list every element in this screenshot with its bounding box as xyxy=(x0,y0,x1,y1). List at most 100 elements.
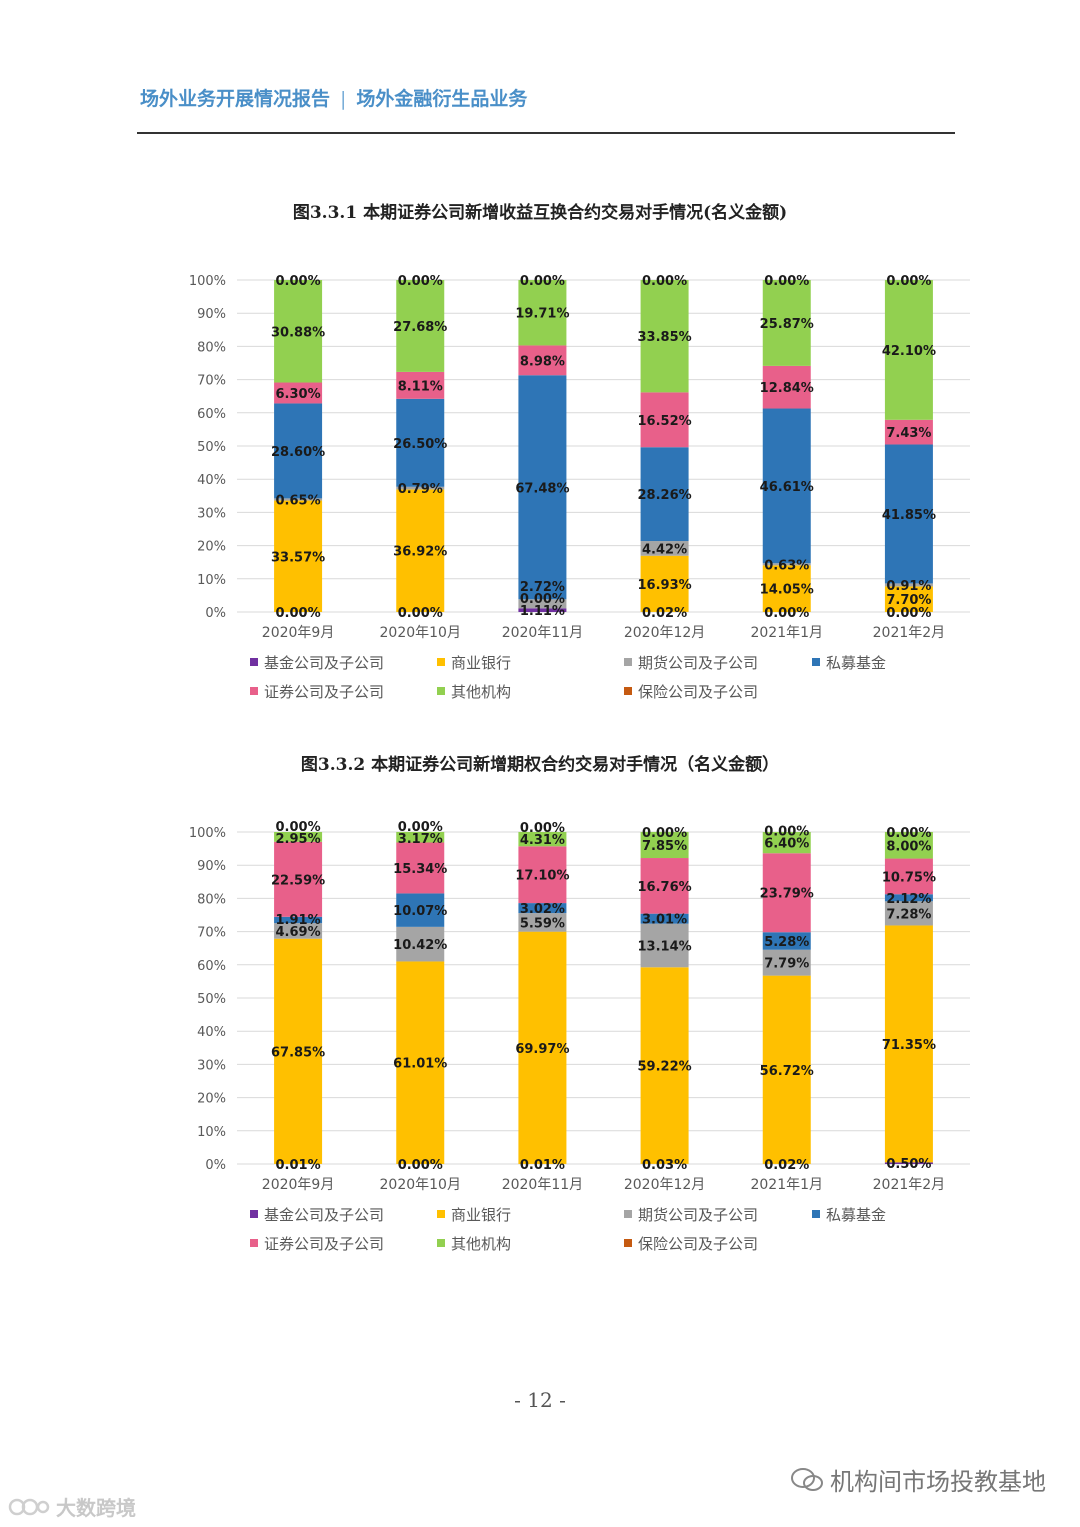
x-tick-label: 2021年2月 xyxy=(873,625,946,641)
y-tick-label: 10% xyxy=(197,573,226,588)
bar-segment xyxy=(396,961,445,1164)
data-label: 0.00% xyxy=(642,826,687,841)
bar-segment xyxy=(274,832,323,842)
data-label: 0.63% xyxy=(764,558,809,573)
bar-segment xyxy=(640,280,689,393)
bar-segment xyxy=(884,444,933,584)
y-tick-label: 30% xyxy=(197,1058,226,1073)
bar-segment xyxy=(274,382,323,404)
watermark-left: 大数跨境 xyxy=(8,1492,136,1521)
bar-segment xyxy=(762,365,811,409)
bar-segment xyxy=(396,926,445,962)
data-label: 10.07% xyxy=(393,904,447,919)
legend-swatch xyxy=(812,1210,820,1218)
data-label: 13.14% xyxy=(638,939,692,954)
data-label: 0.00% xyxy=(764,274,809,289)
bar-segment xyxy=(518,832,567,847)
data-label: 7.43% xyxy=(886,426,931,441)
bar-segment xyxy=(640,447,689,542)
data-label: 0.00% xyxy=(398,820,443,835)
x-tick-label: 2021年1月 xyxy=(750,1177,823,1193)
y-tick-label: 60% xyxy=(197,959,226,974)
bar-segment xyxy=(762,853,811,933)
x-tick-label: 2020年12月 xyxy=(624,625,705,641)
y-tick-label: 90% xyxy=(197,307,226,322)
data-label: 0.00% xyxy=(520,592,565,607)
bar-segment xyxy=(396,489,445,612)
legend-swatch xyxy=(624,1239,632,1247)
data-label: 5.28% xyxy=(764,935,809,950)
y-tick-label: 100% xyxy=(189,274,226,289)
data-label: 0.00% xyxy=(520,274,565,289)
bar-segment xyxy=(762,832,811,854)
data-label: 4.69% xyxy=(276,925,321,940)
data-label: 0.00% xyxy=(886,274,931,289)
y-tick-label: 100% xyxy=(189,826,226,841)
data-label: 0.02% xyxy=(764,1158,809,1173)
bar-segment xyxy=(762,280,811,366)
bar-segment xyxy=(396,831,445,843)
chart1-title: 图3.3.1 本期证券公司新增收益互换合约交易对手情况(名义金额) xyxy=(292,203,788,223)
data-label: 8.00% xyxy=(886,839,931,854)
data-label: 12.84% xyxy=(760,381,814,396)
data-label: 0.00% xyxy=(764,606,809,621)
legend-swatch xyxy=(250,658,258,666)
x-tick-label: 2020年11月 xyxy=(502,1177,583,1193)
data-label: 0.01% xyxy=(520,1158,565,1173)
legend-swatch xyxy=(250,687,258,695)
legend-label: 保险公司及子公司 xyxy=(638,1235,758,1253)
bar-segment xyxy=(640,392,689,448)
data-label: 0.00% xyxy=(886,826,931,841)
wechat-icon xyxy=(791,1467,823,1491)
chart2-stacked-bar: 0% 10% 20% 30% 40% 50% 60% 70% 80% 90% 100% 0.01% 67… xyxy=(189,820,970,1253)
legend-label: 其他机构 xyxy=(451,1235,511,1253)
header-left: 场外业务开展情况报告 xyxy=(140,88,331,110)
legend-swatch xyxy=(437,1239,445,1247)
data-label: 7.70% xyxy=(886,593,931,608)
data-label: 0.65% xyxy=(276,493,321,508)
y-tick-label: 20% xyxy=(197,540,226,555)
data-label: 3.02% xyxy=(520,902,565,917)
legend-label: 保险公司及子公司 xyxy=(638,683,758,701)
bar-segment xyxy=(884,858,933,895)
header-separator: | xyxy=(340,88,347,110)
chart1-stacked-bar: 0% 10% 20% 30% 40% 50% 60% 70% 80% 90% 100% 0.00% 33… xyxy=(189,274,970,701)
legend-label: 期货公司及子公司 xyxy=(638,654,758,672)
data-label: 3.01% xyxy=(642,913,687,928)
data-label: 0.00% xyxy=(520,821,565,836)
y-tick-label: 20% xyxy=(197,1092,226,1107)
data-label: 0.00% xyxy=(398,606,443,621)
data-label: 0.00% xyxy=(398,274,443,289)
bar-segment xyxy=(884,280,933,420)
data-label: 0.00% xyxy=(398,1158,443,1173)
bar-segment xyxy=(274,916,323,924)
bar-segment xyxy=(762,408,811,564)
x-tick-label: 2020年11月 xyxy=(502,625,583,641)
bar-segment xyxy=(518,903,567,914)
data-label: 7.85% xyxy=(642,839,687,854)
data-label: 56.72% xyxy=(760,1064,814,1079)
legend-swatch xyxy=(250,1239,258,1247)
data-label: 5.59% xyxy=(520,916,565,931)
data-label: 16.76% xyxy=(638,880,692,895)
data-label: 33.57% xyxy=(271,550,325,565)
legend-swatch xyxy=(624,1210,632,1218)
bar-segment xyxy=(274,403,323,499)
x-tick-label: 2020年10月 xyxy=(380,1177,461,1193)
y-tick-label: 40% xyxy=(197,1025,226,1040)
data-label: 67.85% xyxy=(271,1045,325,1060)
data-label: 71.35% xyxy=(882,1038,936,1053)
legend-label: 私募基金 xyxy=(826,654,886,672)
bar-segment xyxy=(884,894,933,902)
data-label: 69.97% xyxy=(515,1042,569,1057)
bar-segment xyxy=(640,541,689,556)
data-label: 41.85% xyxy=(882,508,936,523)
data-label: 0.91% xyxy=(886,579,931,594)
y-tick-label: 10% xyxy=(197,1125,226,1140)
data-label: 0.01% xyxy=(276,1158,321,1173)
y-tick-label: 0% xyxy=(205,1158,226,1173)
legend-swatch xyxy=(812,658,820,666)
data-label: 1.11% xyxy=(520,604,565,619)
data-label: 4.31% xyxy=(520,833,565,848)
bar-segment xyxy=(884,901,933,926)
